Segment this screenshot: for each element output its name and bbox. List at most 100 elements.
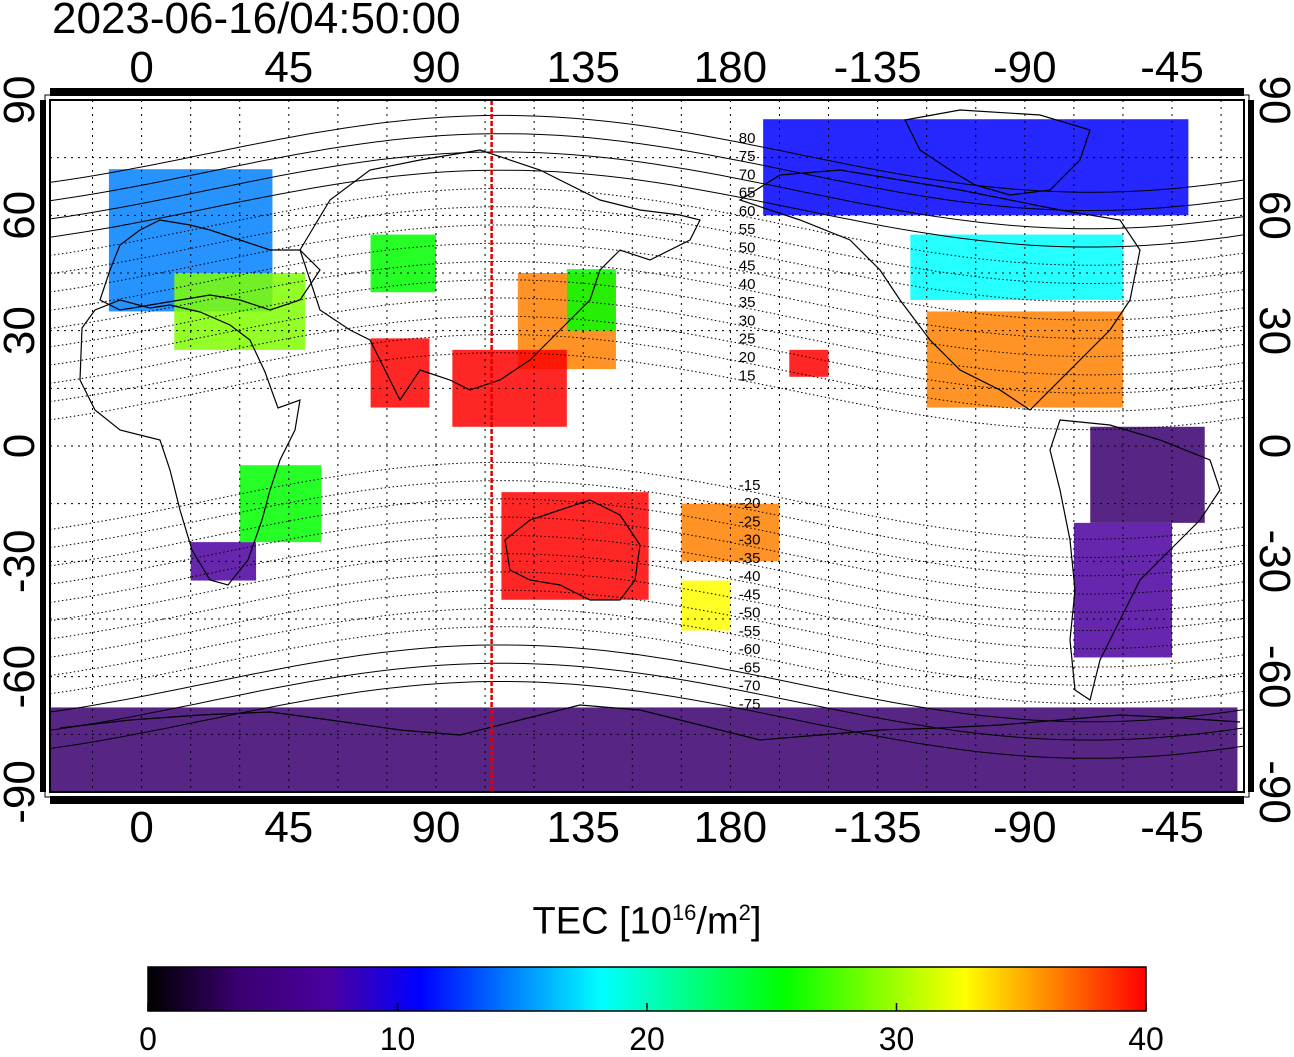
lon-label-top: -135 (834, 43, 922, 92)
maglat-label: 70 (739, 166, 756, 183)
lon-label-bottom: 0 (129, 803, 153, 852)
colorbar-title-exponent-1: 16 (671, 900, 697, 925)
tec-region-australia (501, 492, 649, 600)
maglat-label: -15 (739, 477, 761, 494)
maglat-label: -40 (739, 568, 761, 585)
lat-label-left: -60 (0, 645, 44, 709)
maglat-label: -45 (739, 586, 761, 603)
colorbar-title: TEC [1016/m2] (0, 900, 1294, 944)
left-axis-bar (40, 100, 46, 792)
right-axis-bar (1248, 100, 1254, 792)
maglat-label: -25 (739, 513, 761, 530)
maglat-label: 75 (739, 148, 756, 165)
maglat-label: 60 (739, 203, 756, 220)
coastline-south-america (1049, 419, 1221, 701)
maglat-contour (50, 662, 1244, 741)
lat-label-left: -30 (0, 530, 44, 594)
maglat-label: 45 (739, 258, 756, 275)
tec-region-hawaii (789, 349, 829, 377)
lat-label-right: 60 (1250, 191, 1294, 240)
lon-label-top: -90 (993, 43, 1057, 92)
maglat-contour (50, 681, 1244, 759)
maglat-label: 80 (739, 130, 756, 147)
maglat-contour (50, 133, 1244, 211)
bottom-axis-bar (50, 796, 1244, 804)
plot-frame (49, 99, 1245, 793)
coastline-north-america (738, 169, 1141, 411)
maglat-label: 30 (739, 312, 756, 329)
tec-region-southern-pacific-low-lat (681, 503, 780, 562)
tec-region-japan (566, 269, 616, 331)
longitude-labels-top: 0 45 90 135 180 -135 -90 -45 (129, 43, 1203, 92)
coastline-australia (504, 499, 641, 601)
colorbar-title-prefix: TEC [10 (532, 900, 672, 943)
lon-label-bottom: -135 (834, 803, 922, 852)
maglat-label: -20 (739, 495, 761, 512)
maglat-contour (50, 644, 1244, 723)
tec-region-southern-africa (190, 542, 257, 581)
maglat-label: -70 (739, 678, 761, 695)
lon-label-bottom: -90 (993, 803, 1057, 852)
colorbar-ticks: 0 10 20 30 40 (139, 1003, 1164, 1057)
top-axis-bar (50, 88, 1244, 96)
colorbar-tick-label: 30 (879, 1021, 915, 1057)
lat-label-right: 30 (1250, 306, 1294, 355)
colorbar-tick-label: 20 (629, 1021, 665, 1057)
lat-label-right: -60 (1250, 645, 1294, 709)
lat-label-right: 90 (1250, 76, 1294, 125)
colorbar-title-exponent-2: 2 (738, 900, 751, 925)
lat-label-left: -90 (0, 760, 44, 824)
maglat-label: 55 (739, 221, 756, 238)
maglat-label: -60 (739, 641, 761, 658)
tec-region-south-america-tropical (1090, 426, 1205, 523)
lat-label-right: -30 (1250, 530, 1294, 594)
coastline-asia (299, 149, 701, 402)
latitude-labels-left: 90 60 30 0 -30 -60 -90 (0, 76, 44, 824)
colorbar-tick-label: 10 (380, 1021, 416, 1057)
lat-label-right: -90 (1250, 760, 1294, 824)
maglat-label: 50 (739, 239, 756, 256)
timestamp-title: 2023-06-16/04:50:00 (52, 0, 461, 43)
lon-label-top: 90 (412, 43, 461, 92)
maglat-contour (50, 114, 1244, 193)
tec-region-new-zealand (681, 580, 731, 631)
maglat-contour (50, 169, 1244, 248)
maglat-label: -65 (739, 659, 761, 676)
longitude-labels-bottom: 0 45 90 135 180 -135 -90 -45 (129, 803, 1203, 852)
graticule (50, 100, 1244, 792)
lat-label-left: 90 (0, 76, 44, 125)
coastline-greenland (904, 109, 1091, 196)
lat-label-left: 30 (0, 306, 44, 355)
lon-label-top: 45 (264, 43, 313, 92)
tec-region-alaska-canada-north (763, 119, 1189, 216)
axis-bars (40, 88, 1254, 804)
maglat-label: -30 (739, 532, 761, 549)
lon-label-bottom: 90 (412, 803, 461, 852)
maglat-label: -75 (739, 696, 761, 713)
maglat-label: 25 (739, 331, 756, 348)
maglat-contour (50, 151, 1244, 230)
lon-label-bottom: 45 (264, 803, 313, 852)
maglat-label: -50 (739, 605, 761, 622)
tec-region-central-asia (370, 234, 437, 293)
maglat-label: 65 (739, 185, 756, 202)
maglat-label: 40 (739, 276, 756, 293)
maglat-label: 15 (739, 367, 756, 384)
colorbar-title-suffix: ] (750, 900, 762, 943)
maglat-label: -55 (739, 623, 761, 640)
lon-label-bottom: -45 (1140, 803, 1204, 852)
maglat-label: 20 (739, 349, 756, 366)
lon-label-top: -45 (1140, 43, 1204, 92)
latitude-labels-right: 90 60 30 0 -30 -60 -90 (1250, 76, 1294, 824)
lon-label-top: 135 (547, 43, 620, 92)
lat-label-left: 60 (0, 191, 44, 240)
lat-label-right: 0 (1250, 434, 1294, 458)
lon-label-bottom: 135 (547, 803, 620, 852)
tec-region-india (370, 338, 430, 408)
coastline-africa (79, 299, 301, 586)
tec-region-north-america-mid-lat (910, 234, 1123, 300)
coastline-layer (59, 109, 1241, 741)
lat-label-left: 0 (0, 434, 44, 458)
